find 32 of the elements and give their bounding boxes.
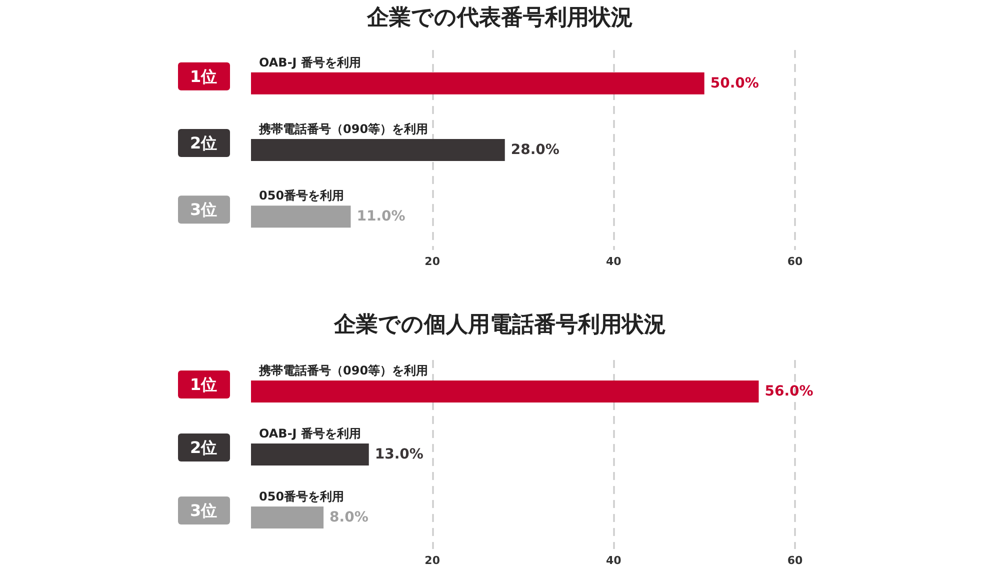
chart-title: 企業での代表番号利用状況 (366, 6, 633, 30)
data-label: 13.0% (374, 446, 424, 462)
bar (251, 139, 505, 161)
data-label: 50.0% (710, 75, 759, 92)
bar (251, 72, 704, 94)
text: 3位 (190, 200, 218, 220)
x-tick-label: 20 (424, 554, 440, 566)
x-tick-label: 60 (787, 554, 803, 566)
bar (251, 380, 759, 402)
y-tick-label: 050番号を利用 (259, 490, 344, 504)
y-tick-label: OAB-J 番号を利用 (259, 55, 361, 70)
x-tick-label: 40 (606, 255, 622, 268)
y-tick-label: 050番号を利用 (259, 188, 344, 203)
data-label: 56.0% (764, 384, 814, 400)
y-tick-label: 携帯電話番号（090等）を利用 (258, 122, 428, 136)
chart-title: 企業での個人用電話番号利用状況 (333, 312, 666, 338)
bar (251, 506, 324, 528)
text: 2位 (190, 134, 218, 152)
x-tick-label: 40 (606, 554, 622, 566)
y-tick-label: 携帯電話番号（090等）を利用 (258, 364, 428, 378)
bar (251, 206, 351, 228)
x-tick-label: 60 (787, 255, 803, 268)
text: 1位 (190, 66, 218, 86)
text: 3位 (190, 501, 218, 520)
x-tick-label: 20 (424, 255, 440, 268)
text: 2位 (190, 438, 218, 457)
bar (251, 444, 369, 466)
data-label: 8.0% (330, 510, 368, 526)
y-tick-label: OAB-J 番号を利用 (259, 426, 361, 440)
text: 1位 (190, 375, 218, 394)
data-label: 11.0% (356, 208, 406, 225)
data-label: 28.0% (510, 142, 560, 158)
